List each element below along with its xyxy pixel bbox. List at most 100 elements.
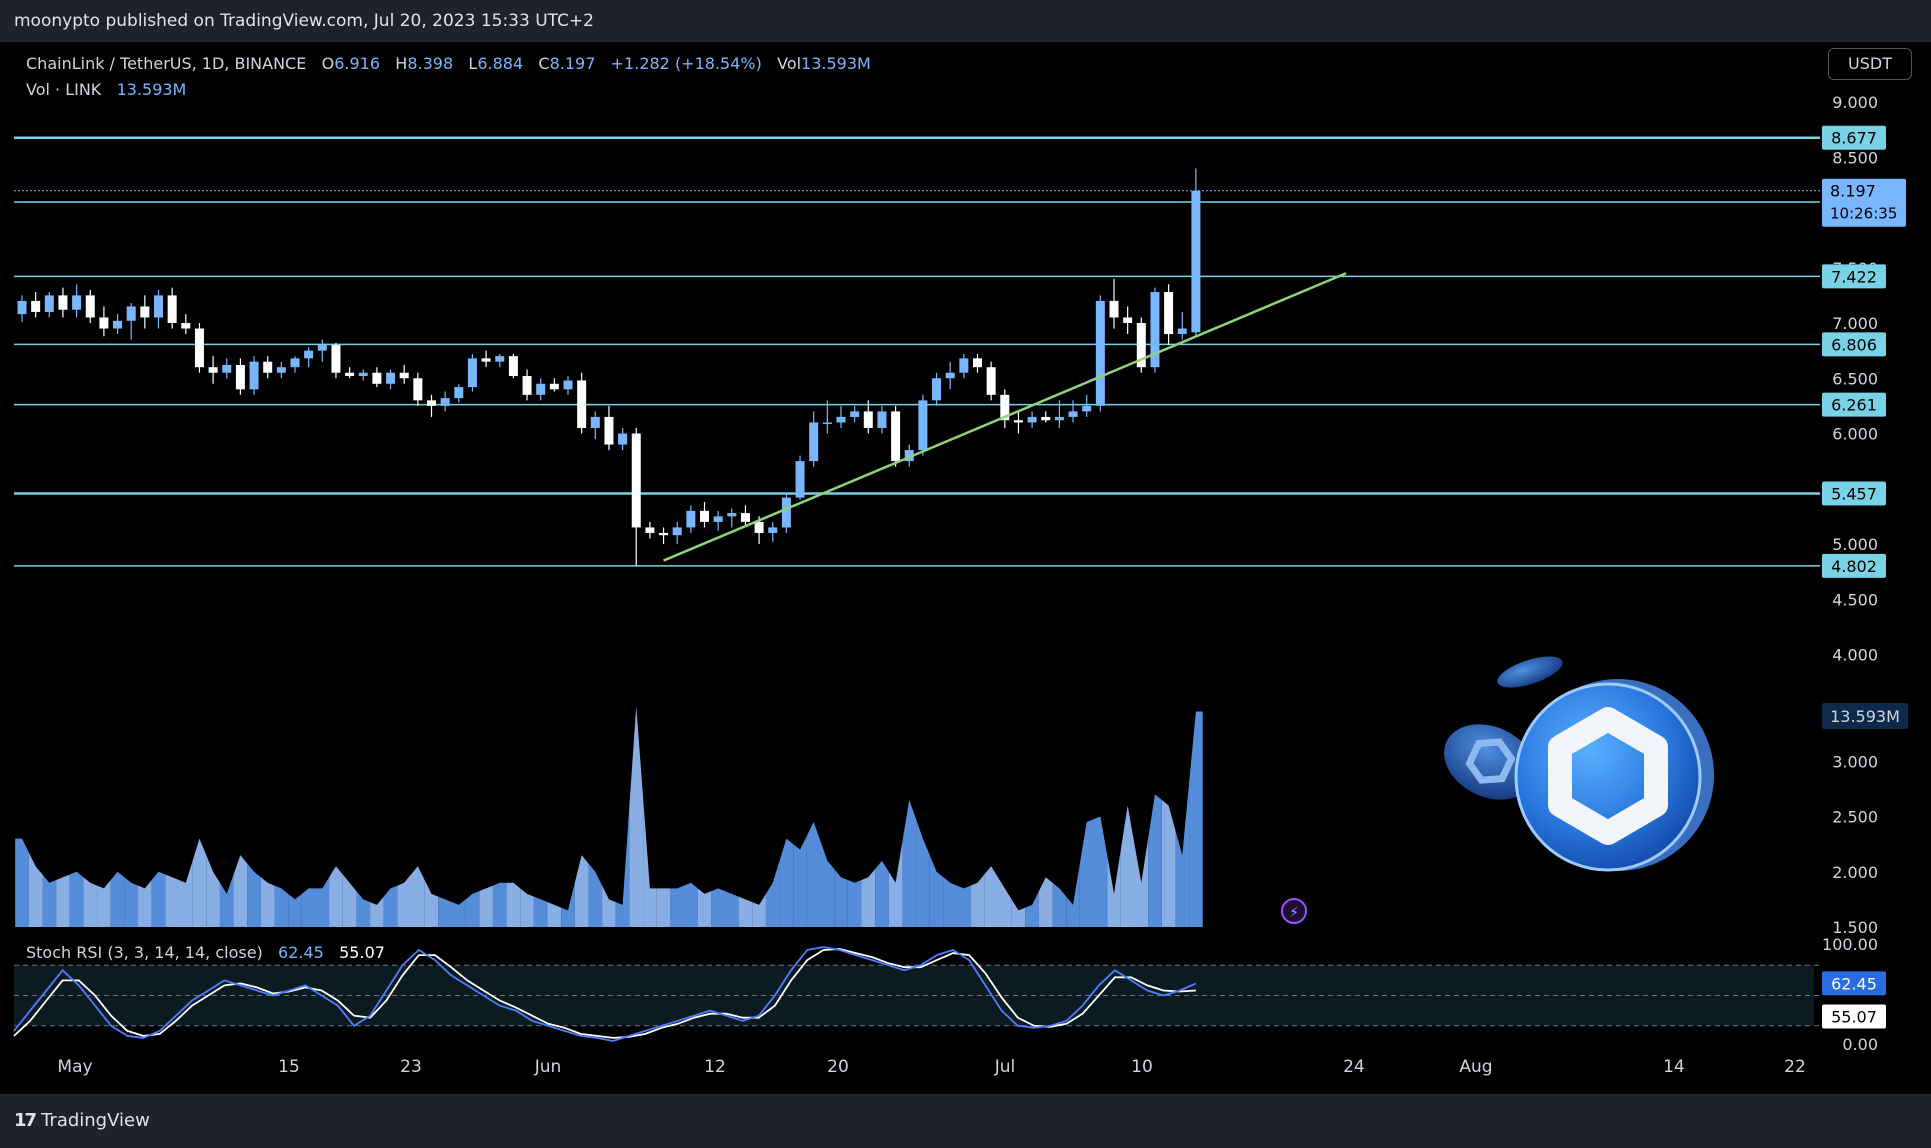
candle-body: [768, 527, 778, 533]
candle-body: [822, 422, 832, 424]
date-tick-4: 12: [704, 1057, 726, 1077]
tradingview-logo[interactable]: 17 TradingView: [14, 1110, 150, 1131]
volume-bar: [520, 888, 534, 927]
volume-bar: [1189, 711, 1203, 927]
candle-body: [781, 497, 791, 528]
candle-body: [372, 372, 382, 384]
candle-body: [222, 364, 232, 373]
volume-bar: [138, 880, 152, 927]
volume-bar: [1066, 863, 1080, 927]
candle-body: [290, 358, 300, 368]
date-tick-0: May: [57, 1057, 92, 1077]
volume-bar: [411, 866, 425, 927]
stoch-k-tag-bg: [1822, 971, 1886, 996]
volume-bar: [533, 896, 548, 927]
candle-body: [358, 372, 368, 377]
volume-bar: [779, 838, 794, 927]
change-value: +1.282 (+18.54%): [610, 54, 762, 73]
candle-body: [754, 521, 764, 533]
candle-body: [17, 300, 27, 315]
candle-body: [85, 295, 95, 318]
volume-bar: [547, 902, 562, 927]
candle-body: [440, 398, 450, 406]
currency-button[interactable]: USDT: [1828, 48, 1912, 80]
volume-bar: [1175, 783, 1190, 927]
volume-bar: [561, 882, 575, 927]
candle-body: [276, 367, 286, 373]
price-tick-0: 9.000: [1832, 93, 1878, 112]
volume-bar: [342, 874, 357, 927]
price-tick-10: 2.500: [1832, 808, 1878, 827]
volume-bar: [1093, 816, 1108, 927]
candle-body: [891, 411, 901, 462]
volume-bar: [588, 863, 603, 927]
candle-body: [590, 416, 600, 428]
candle-body: [249, 361, 259, 390]
stoch-rsi-label: Stoch RSI (3, 3, 14, 14, close): [26, 943, 263, 962]
price-chart[interactable]: 9.0008.5007.5007.0006.5006.0005.0004.500…: [0, 42, 1931, 1094]
volume-bar: [875, 860, 889, 927]
date-tick-9: Aug: [1459, 1057, 1492, 1077]
volume-bar: [15, 838, 29, 927]
footer-bar: [0, 1094, 1931, 1148]
candle-body: [904, 450, 914, 462]
candle-body: [304, 350, 314, 359]
volume-bar: [192, 838, 207, 927]
candle-body: [1095, 300, 1105, 406]
candle-body: [618, 433, 628, 445]
candle-body: [973, 358, 982, 368]
volume-bar: [697, 888, 712, 927]
candle-body: [1109, 300, 1119, 318]
candle-body: [1068, 411, 1078, 417]
volume-bar: [1120, 805, 1135, 927]
candle-body: [413, 378, 423, 401]
stoch-tick-0: 0.00: [1842, 1035, 1878, 1054]
price-tick-1: 8.500: [1832, 148, 1878, 167]
volume-bar: [629, 706, 644, 927]
volume-bar: [997, 877, 1012, 927]
vol-series-value: 13.593M: [116, 80, 187, 99]
volume-bar: [1134, 838, 1149, 927]
volume-bar: [397, 874, 412, 927]
candle-body: [235, 364, 245, 390]
stoch-rsi-legend: Stoch RSI (3, 3, 14, 14, close) 62.45 55…: [26, 943, 385, 962]
level-tag-bg-2: [1822, 264, 1886, 289]
volume-bar: [124, 877, 139, 927]
candle-body: [986, 367, 996, 395]
candle-body: [863, 411, 873, 428]
volume-bar: [260, 877, 275, 927]
volume-bar: [83, 877, 98, 927]
volume-tag-bg: [1822, 703, 1908, 729]
volume-bar: [165, 874, 179, 927]
date-tick-11: 22: [1784, 1057, 1806, 1077]
volume-bar: [151, 871, 166, 927]
candle-body: [672, 527, 682, 536]
candle-body: [945, 372, 955, 379]
volume-bar: [943, 877, 958, 927]
candle-body: [1136, 323, 1146, 368]
volume-bar: [806, 822, 821, 927]
volume-bar: [574, 855, 589, 927]
candle-body: [1027, 416, 1037, 423]
candle-body: [194, 328, 204, 368]
candle-body: [58, 295, 68, 310]
candle-body: [659, 532, 669, 536]
volume-bar: [724, 891, 739, 927]
candle-body: [809, 422, 819, 462]
candle-body: [399, 372, 409, 379]
stoch-k-tag: 62.45: [1831, 974, 1877, 993]
volume-bar: [288, 893, 302, 927]
volume-bar: [233, 855, 248, 927]
volume-bar: [110, 871, 125, 927]
volume-bar: [479, 885, 493, 927]
stoch-tick-100: 100.00: [1822, 935, 1878, 954]
candle-body: [604, 416, 614, 445]
tradingview-logo-icon: 17: [14, 1110, 37, 1131]
candle-body: [1054, 416, 1064, 421]
lightning-glyph: ⚡: [1289, 905, 1299, 921]
volume-bar: [438, 896, 452, 927]
price-tick-4: 6.500: [1832, 369, 1878, 388]
lightning-badge-icon: [1281, 898, 1307, 924]
stoch-d-tag-bg: [1822, 1004, 1886, 1029]
date-tick-10: 14: [1663, 1057, 1685, 1077]
